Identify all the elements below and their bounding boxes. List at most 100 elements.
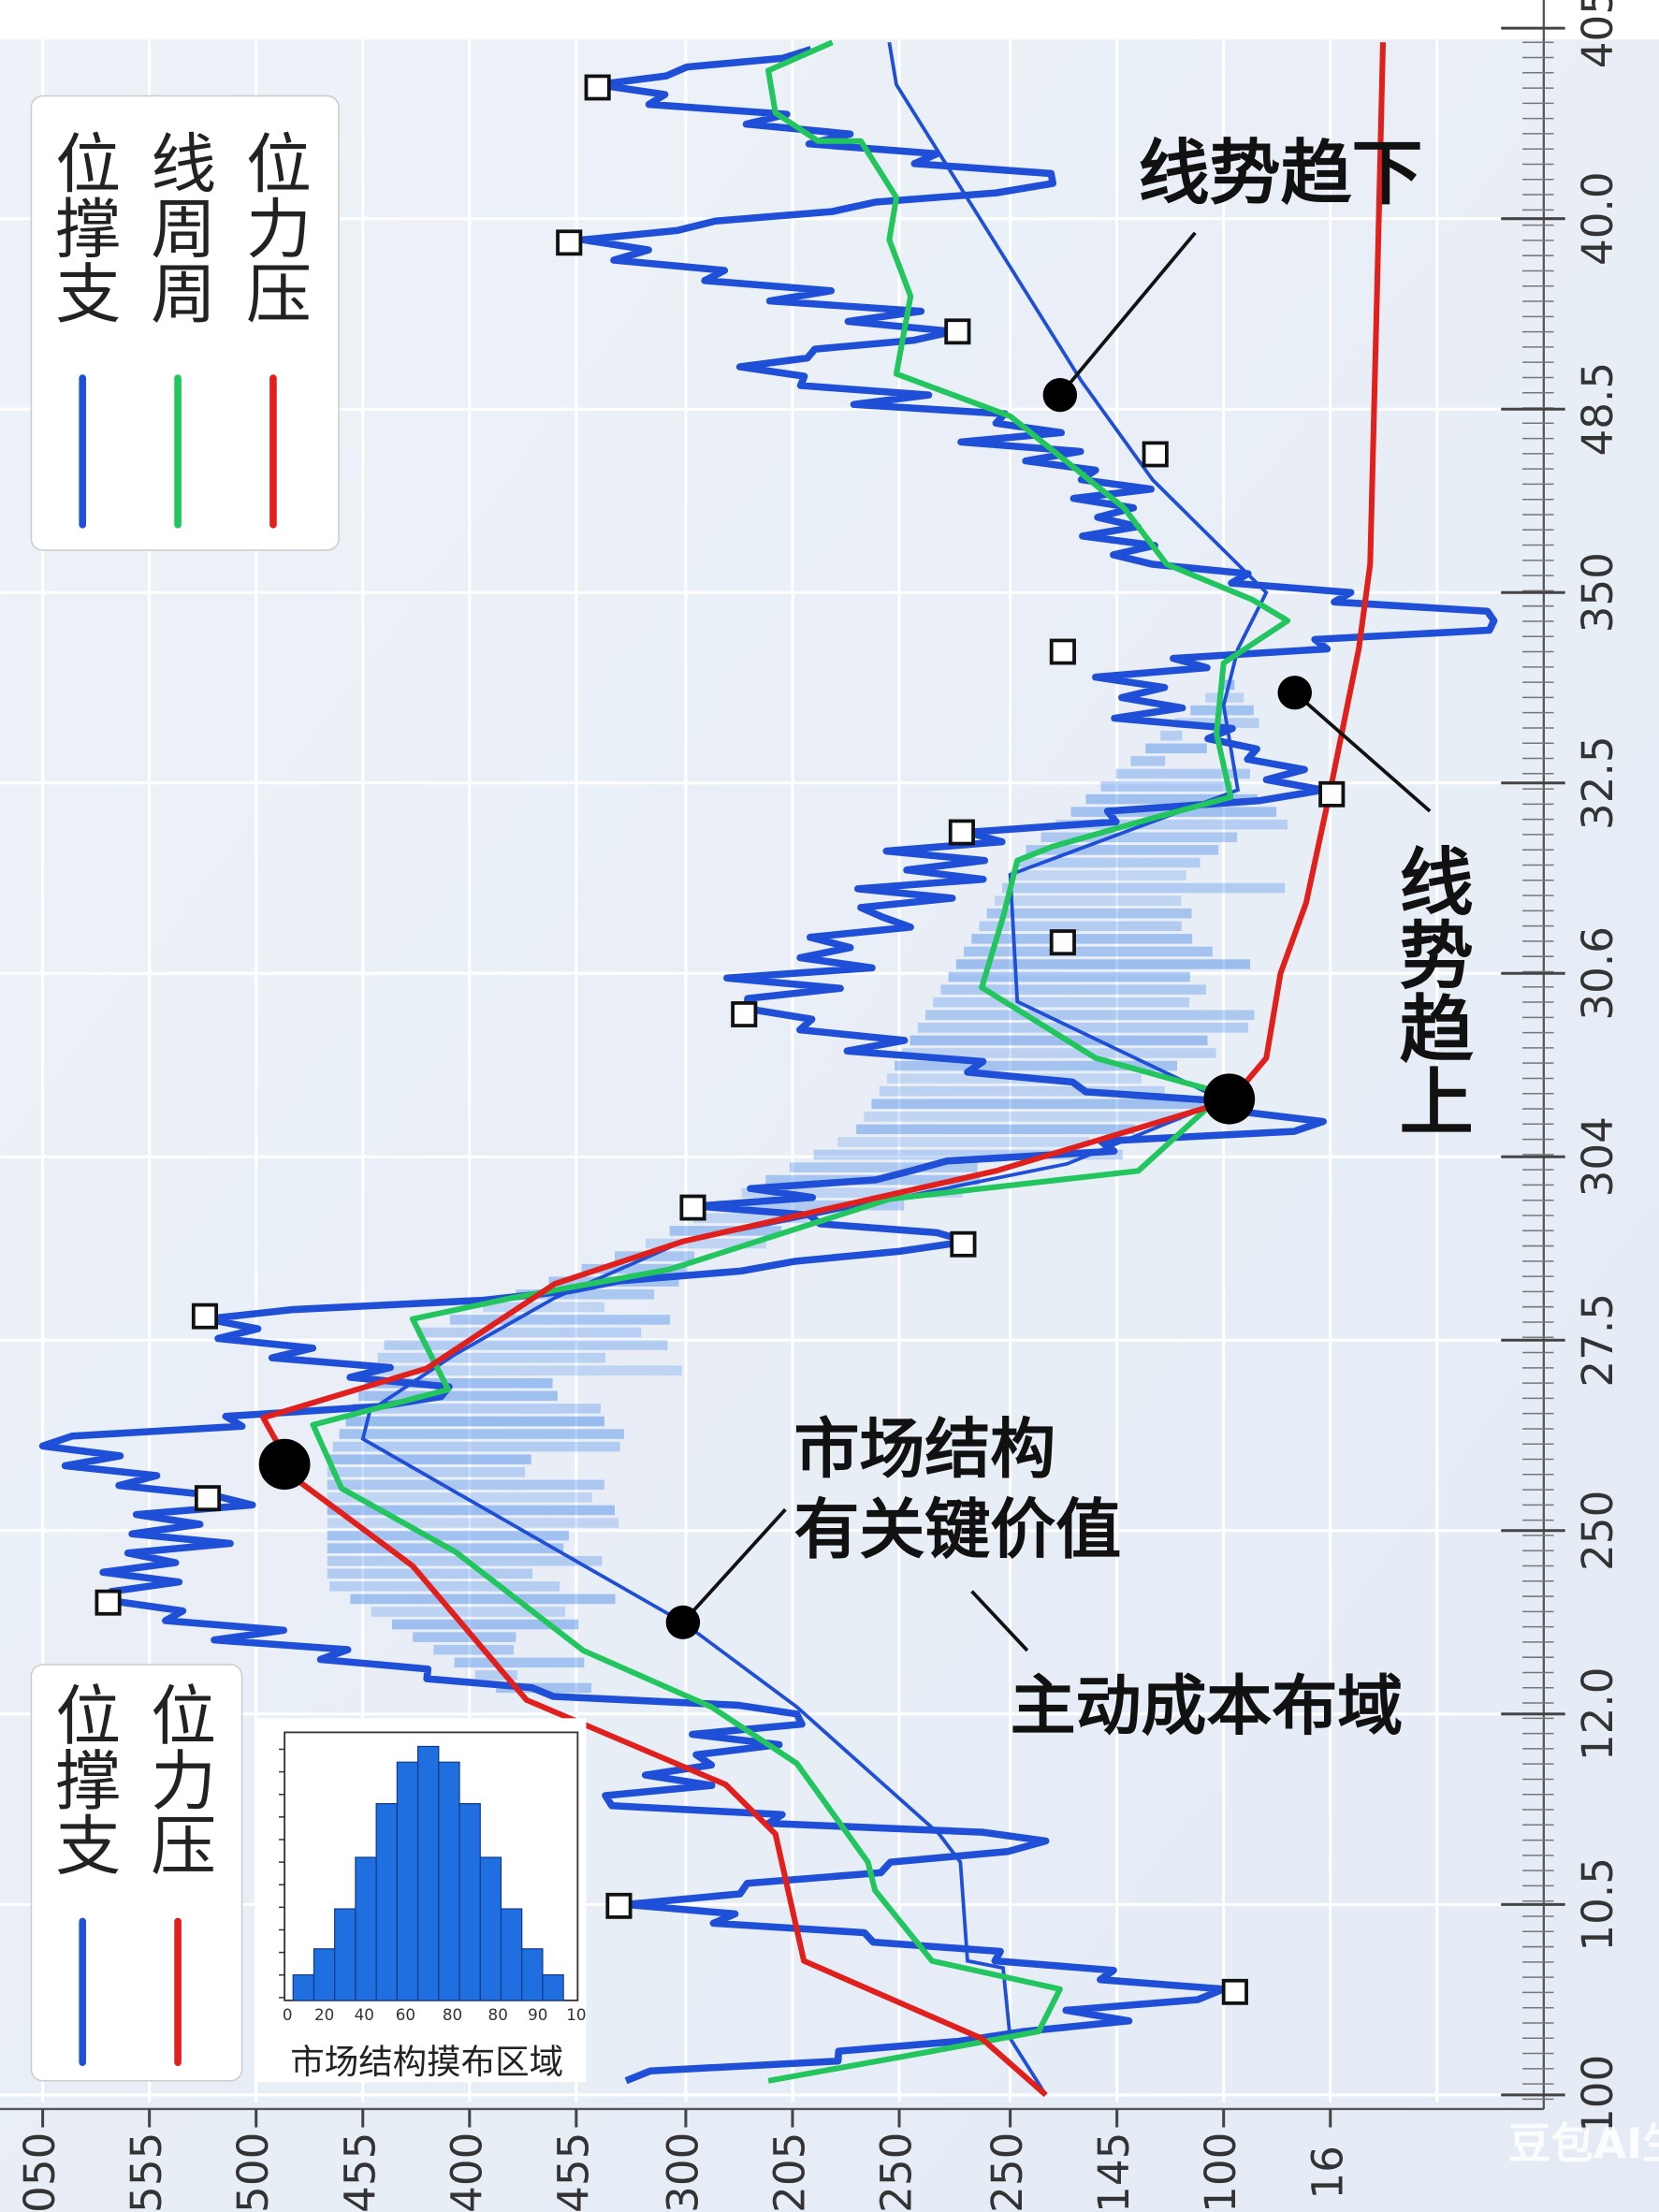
distribution-band <box>895 1060 1178 1071</box>
leader-line <box>1058 231 1197 397</box>
key-dot <box>1203 1073 1256 1125</box>
x-tick-label: 16 <box>1302 2146 1352 2200</box>
distribution-band <box>413 1632 517 1642</box>
distribution-band <box>1055 819 1288 830</box>
pivot-marker <box>605 1892 633 1919</box>
distribution-band <box>474 1670 517 1681</box>
leader-line <box>1293 691 1432 813</box>
distribution-band <box>1145 743 1207 754</box>
distribution-band <box>352 1404 601 1414</box>
distribution-band <box>581 1263 688 1274</box>
distribution-band <box>358 1390 558 1402</box>
distribution-band <box>1041 832 1238 843</box>
distribution-band <box>371 1607 566 1617</box>
pivot-marker <box>679 1194 706 1221</box>
distribution-band <box>345 1416 604 1427</box>
weekly-line <box>310 39 1291 2084</box>
pivot-marker <box>1049 929 1076 956</box>
distribution-band <box>329 1581 560 1592</box>
watermark: 豆包AI生成 <box>1508 2119 1659 2169</box>
distribution-band <box>917 1023 1249 1033</box>
legend-label: 位撑支 <box>45 130 121 325</box>
histogram-bar <box>375 1802 398 2001</box>
distribution-band <box>864 1112 1182 1122</box>
legend-label: 位力压 <box>139 1681 215 1876</box>
distribution-band <box>365 1377 553 1389</box>
y-tick-label: 32.5 <box>1573 735 1623 830</box>
x-tick-label: 250 <box>982 2132 1032 2212</box>
inset-x-label: 20 <box>314 2006 334 2024</box>
inset-x-label: 80 <box>488 2006 508 2024</box>
distribution-band <box>327 1479 604 1491</box>
distribution-band <box>837 1137 1090 1147</box>
x-tick-label: 455 <box>335 2132 385 2212</box>
price-line <box>38 46 1498 2085</box>
distribution-band <box>986 908 1192 919</box>
histogram-bar <box>334 1908 357 2001</box>
annotation: 线势趋下 <box>1138 132 1422 214</box>
histogram-bar <box>292 1973 315 2001</box>
distribution-band <box>856 1124 1136 1135</box>
distribution-band <box>924 1010 1255 1021</box>
distribution-band <box>516 1288 655 1300</box>
distribution-band <box>327 1518 619 1528</box>
x-tick-label: 145 <box>1089 2132 1139 2212</box>
key-dot <box>1042 378 1078 413</box>
distribution-band <box>371 1365 682 1375</box>
distribution-band <box>350 1594 616 1605</box>
distribution-band <box>813 1149 1123 1160</box>
x-tick-label: 205 <box>764 2132 814 2212</box>
pivot-marker <box>1318 780 1346 808</box>
distribution-band <box>1130 756 1166 766</box>
distribution-band <box>948 971 1190 982</box>
distribution-band <box>1085 793 1258 805</box>
distribution-band <box>377 1352 606 1363</box>
x-tick-label: 500 <box>228 2132 278 2212</box>
annotation: 主动成本布域 <box>1011 1668 1404 1744</box>
distribution-band <box>1002 882 1286 894</box>
y-tick-label: 304 <box>1573 1116 1623 1197</box>
x-tick-label: 250 <box>871 2132 921 2212</box>
annotation: 线势趋上 <box>1387 844 1474 1138</box>
pivot-marker <box>191 1302 219 1330</box>
key-dot <box>1277 676 1312 710</box>
annotation: 有关键价值 <box>793 1492 1121 1568</box>
inset-x-label: 40 <box>355 2006 374 2024</box>
legend-label: 位力压 <box>235 130 311 325</box>
histogram-bar <box>521 1948 544 2001</box>
histogram-bar <box>542 1973 564 2001</box>
pivot-marker <box>95 1589 122 1616</box>
histogram-bar <box>438 1761 460 2001</box>
histogram-bar <box>416 1745 440 2001</box>
distribution-band <box>645 1238 766 1249</box>
distribution-band <box>789 1162 978 1172</box>
distribution-band <box>1190 705 1254 716</box>
inset-x-label: 0 <box>283 2006 293 2024</box>
x-tick-label: 555 <box>122 2132 171 2212</box>
distribution-band <box>871 1099 1207 1110</box>
y-tick-label: 27.5 <box>1573 1293 1623 1388</box>
distribution-band <box>433 1644 514 1655</box>
distribution-band <box>1026 845 1219 855</box>
distribution-band <box>327 1454 531 1464</box>
leader-line <box>970 1590 1029 1652</box>
y-tick-label: 250 <box>1573 1491 1623 1571</box>
distribution-band <box>971 934 1193 944</box>
x-tick-label: 050 <box>15 2132 65 2212</box>
inset-x-label: 10 <box>566 2006 586 2024</box>
distribution-band <box>933 997 1190 1008</box>
pivot-marker <box>944 318 971 345</box>
distribution-band <box>483 1302 604 1313</box>
distribution-band <box>1160 730 1183 741</box>
distribution-band <box>384 1340 668 1350</box>
distribution-band <box>339 1429 624 1439</box>
distribution-band <box>416 1327 642 1338</box>
distribution-band <box>327 1492 592 1503</box>
distribution-band <box>994 895 1182 906</box>
resistance-line <box>260 42 1387 2098</box>
y-tick-label: 48.5 <box>1573 362 1623 457</box>
legend-label: 位撑支 <box>45 1681 121 1876</box>
distribution-band <box>955 959 1251 969</box>
